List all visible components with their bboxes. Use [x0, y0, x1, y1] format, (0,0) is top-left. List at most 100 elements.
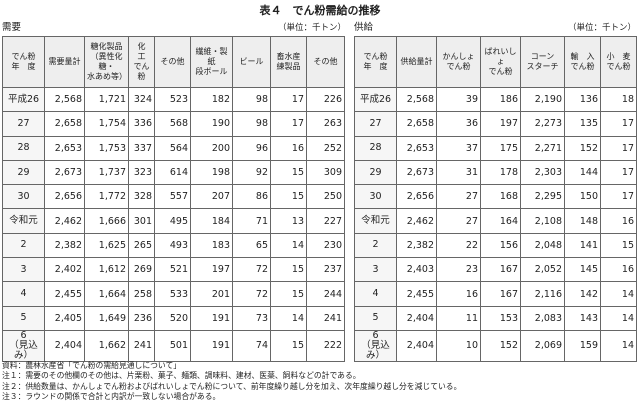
- value-cell: 98: [232, 111, 271, 137]
- caption: 需要 （単位：千トン）: [2, 20, 348, 36]
- value-cell: 10: [436, 329, 481, 362]
- value-cell: 184: [190, 208, 233, 234]
- value-cell: 614: [154, 159, 191, 186]
- row: 4 2,455 16 167 2,116 142 14: [354, 281, 637, 307]
- value-cell: 2,405: [44, 305, 85, 331]
- year-cell: 3: [2, 257, 45, 283]
- year-cell: 平成26: [354, 86, 397, 113]
- value-cell: 2,108: [520, 208, 565, 234]
- value-cell: 2,402: [44, 257, 85, 283]
- value-cell: 15: [600, 232, 637, 259]
- value-cell: 27: [436, 184, 481, 210]
- value-cell: 31: [436, 159, 481, 186]
- unit: （単位：千トン）: [277, 23, 346, 33]
- value-cell: 236: [128, 305, 155, 331]
- value-cell: 1,754: [84, 111, 129, 137]
- value-cell: 16: [436, 281, 481, 307]
- row: 3 2,402 1,612 269 521 197 72 15 237: [2, 257, 345, 283]
- value-cell: 1,772: [84, 184, 129, 210]
- column-header: 糖化製品 （異性化糖・ 水あめ等）: [84, 36, 129, 88]
- caption-text: 需要: [2, 22, 22, 33]
- value-cell: 16: [600, 208, 637, 234]
- row: 5 2,404 11 153 2,083 143 14: [354, 305, 637, 331]
- column-header: 化 工 でん粉: [128, 36, 155, 88]
- row: 2 2,382 1,625 265 493 183 65 14 230: [2, 232, 345, 259]
- value-cell: 241: [128, 329, 155, 362]
- value-cell: 2,653: [44, 135, 85, 161]
- value-cell: 150: [564, 184, 601, 210]
- value-cell: 86: [232, 184, 271, 210]
- value-cell: 2,382: [396, 232, 437, 259]
- row: 30 2,656 27 168 2,295 150 17: [354, 184, 637, 210]
- value-cell: 141: [564, 232, 601, 259]
- header-row: でん粉 年 度需要量計 糖化製品 （異性化糖・ 水あめ等）化 工 でん粉 その他 繊維…: [2, 36, 345, 88]
- value-cell: 98: [232, 86, 271, 113]
- value-cell: 152: [480, 329, 521, 362]
- column-header: ばれいしょ でん粉: [480, 36, 521, 88]
- value-cell: 191: [190, 329, 233, 362]
- row: 27 2,658 36 197 2,273 135 17: [354, 111, 637, 137]
- value-cell: 182: [190, 86, 233, 113]
- value-cell: 2,656: [44, 184, 85, 210]
- year-cell: 6 （見込み）: [2, 329, 45, 362]
- column-header: 需要量計: [44, 36, 85, 88]
- value-cell: 263: [306, 111, 345, 137]
- row: 6 （見込み） 2,404 10 152 2,069 159 14: [354, 329, 637, 362]
- row: 令和元 2,462 1,666 301 495 184 71 13 227: [2, 208, 345, 234]
- value-cell: 2,656: [396, 184, 437, 210]
- caption: 供給 （単位：千トン）: [354, 20, 638, 36]
- value-cell: 265: [128, 232, 155, 259]
- year-cell: 4: [354, 281, 397, 307]
- value-cell: 2,190: [520, 86, 565, 113]
- value-cell: 167: [480, 257, 521, 283]
- supply-section: 供給 （単位：千トン） でん粉 年 度供給量計 かんしょ でん粉 ばれいしょ でん粉コ…: [354, 20, 638, 362]
- value-cell: 14: [600, 305, 637, 331]
- value-cell: 495: [154, 208, 191, 234]
- note: 注３：ラウンドの関係で合計と内訳が一致しない場合がある。: [2, 391, 221, 401]
- value-cell: 23: [436, 257, 481, 283]
- column-header: 繊維・製紙 段ボール: [190, 36, 233, 88]
- value-cell: 17: [600, 111, 637, 137]
- value-cell: 250: [306, 184, 345, 210]
- value-cell: 2,083: [520, 305, 565, 331]
- value-cell: 13: [270, 208, 307, 234]
- row: 2 2,382 22 156 2,048 141 15: [354, 232, 637, 259]
- value-cell: 2,462: [44, 208, 85, 234]
- value-cell: 230: [306, 232, 345, 259]
- value-cell: 144: [564, 159, 601, 186]
- value-cell: 15: [270, 159, 307, 186]
- value-cell: 501: [154, 329, 191, 362]
- value-cell: 17: [600, 135, 637, 161]
- value-cell: 237: [306, 257, 345, 283]
- year-cell: 27: [354, 111, 397, 137]
- value-cell: 15: [270, 281, 307, 307]
- value-cell: 135: [564, 111, 601, 137]
- value-cell: 152: [564, 135, 601, 161]
- value-cell: 493: [154, 232, 191, 259]
- value-cell: 39: [436, 86, 481, 113]
- title: 表４ でん粉需給の推移: [259, 4, 381, 17]
- value-cell: 1,625: [84, 232, 129, 259]
- value-cell: 71: [232, 208, 271, 234]
- value-cell: 11: [436, 305, 481, 331]
- year-cell: 29: [2, 159, 45, 186]
- year-cell: 28: [354, 135, 397, 161]
- value-cell: 14: [600, 281, 637, 307]
- year-cell: 2: [354, 232, 397, 259]
- column-header: 小 麦 でん粉: [600, 36, 637, 88]
- value-cell: 2,404: [44, 329, 85, 362]
- value-cell: 15: [270, 184, 307, 210]
- column-header: その他: [306, 36, 345, 88]
- table: でん粉 年 度供給量計 かんしょ でん粉 ばれいしょ でん粉 コーン スターチ輸 入 …: [354, 36, 637, 362]
- value-cell: 2,382: [44, 232, 85, 259]
- value-cell: 14: [270, 305, 307, 331]
- column-header: 供給量計: [396, 36, 437, 88]
- row: 28 2,653 37 175 2,271 152 17: [354, 135, 637, 161]
- value-cell: 2,069: [520, 329, 565, 362]
- year-cell: 平成26: [2, 86, 45, 113]
- value-cell: 17: [600, 184, 637, 210]
- value-cell: 17: [270, 86, 307, 113]
- value-cell: 1,612: [84, 257, 129, 283]
- value-cell: 22: [436, 232, 481, 259]
- value-cell: 92: [232, 159, 271, 186]
